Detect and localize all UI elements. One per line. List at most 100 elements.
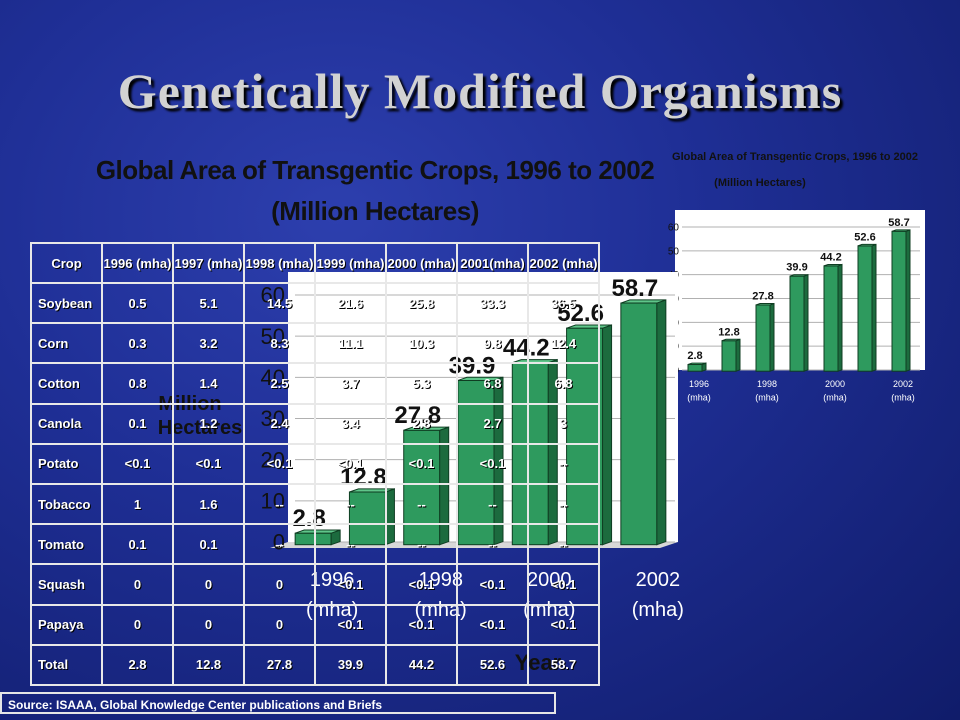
table-cell: <0.1: [527, 563, 600, 606]
table-cell: 0: [172, 603, 245, 646]
table-cell: <0.1: [385, 442, 458, 485]
table-cell: 0: [243, 603, 316, 646]
inset-data-label: 58.7: [888, 217, 909, 229]
inset-x-tick-unit: (mha): [823, 393, 847, 403]
table-cell: 1: [101, 482, 174, 526]
main-bar-side: [602, 324, 613, 546]
table-cell: 2.4: [243, 402, 316, 445]
table-cell: --: [527, 442, 600, 485]
table-cell: <0.1: [314, 603, 387, 646]
table-cell: 1.4: [172, 362, 245, 405]
slide-title: Genetically Modified Organisms: [117, 63, 843, 119]
table-row: Cotton 0.8 1.4 2.5 3.7 5.3 6.8 6.8: [30, 362, 600, 405]
table-row: Corn 0.3 3.2 8.3 11.1 10.3 9.8 12.4: [30, 322, 600, 365]
table-cell: Corn: [30, 322, 103, 365]
table-cell: 3.2: [172, 322, 245, 365]
table-cell: Tobacco: [30, 482, 103, 526]
inset-y-tick-label: 60: [668, 223, 680, 234]
table-header-row: Crop 1996 (mha) 1997 (mha) 1998 (mha) 1999 (…: [30, 242, 600, 284]
table-cell: 14.5: [243, 281, 316, 325]
table-cell: 6.8: [456, 362, 529, 405]
source-note: Source: ISAAA, Global Knowledge Center p…: [0, 692, 556, 714]
main-bar: [620, 302, 658, 546]
table-header-cell: 2002 (mha): [527, 242, 600, 284]
table-header-cell: 1998 (mha): [243, 242, 316, 284]
inset-y-tick-label: 50: [668, 246, 680, 257]
table-cell: 0: [101, 603, 174, 646]
table-cell: 1.6: [172, 482, 245, 526]
inset-bar-top: [721, 338, 741, 342]
table-cell: --: [314, 523, 387, 566]
inset-bar: [823, 265, 839, 372]
inset-bar: [891, 230, 907, 372]
table-row: Total 2.8 12.8 27.8 39.9 44.2 52.6 58.7: [30, 643, 600, 687]
inset-bar-side: [871, 243, 877, 372]
table-cell: 12.8: [172, 643, 245, 687]
table-cell: 27.8: [243, 643, 316, 687]
table-cell: <0.1: [456, 563, 529, 606]
table-row: Tomato 0.1 0.1 -- -- -- -- --: [30, 523, 600, 566]
inset-data-label: 52.6: [854, 231, 875, 243]
table-cell: 36.5: [527, 281, 600, 325]
table-cell: <0.1: [101, 442, 174, 485]
table-cell: 33.3: [456, 281, 529, 325]
table-cell: <0.1: [456, 603, 529, 646]
table-cell: <0.1: [243, 442, 316, 485]
table-cell: --: [243, 482, 316, 526]
chart-title: Global Area of Transgentic Crops, 1996 t…: [95, 155, 655, 185]
table-header-cell: 2001(mha): [456, 242, 529, 284]
table-header-cell: 1999 (mha): [314, 242, 387, 284]
table-cell: 5.1: [172, 281, 245, 325]
table-cell: <0.1: [172, 442, 245, 485]
table-cell: <0.1: [314, 563, 387, 606]
table-cell: 0.3: [101, 322, 174, 365]
inset-bar-side: [837, 263, 843, 372]
table-cell: 0: [172, 563, 245, 606]
table-cell: --: [527, 523, 600, 566]
table-cell: Squash: [30, 563, 103, 606]
inset-x-tick-label: 2000: [825, 379, 845, 389]
table-cell: Cotton: [30, 362, 103, 405]
inset-x-tick-label: 1996: [689, 379, 709, 389]
inset-x-tick-label: 2002: [893, 379, 913, 389]
table-cell: 0.1: [172, 523, 245, 566]
table-cell: <0.1: [385, 603, 458, 646]
table-cell: 0.5: [101, 281, 174, 325]
table-cell: <0.1: [385, 563, 458, 606]
table-cell: 0.1: [101, 523, 174, 566]
inset-data-label: 2.8: [687, 350, 702, 362]
table-cell: 2.7: [456, 402, 529, 445]
table-cell: 12.4: [527, 322, 600, 365]
inset-bar-side: [803, 274, 809, 372]
inset-bar: [857, 245, 873, 372]
table-cell: --: [243, 523, 316, 566]
table-cell: 6.8: [527, 362, 600, 405]
inset-bar-top: [823, 263, 843, 267]
table-cell: 10.3: [385, 322, 458, 365]
main-x-tick-label: 2002: [636, 569, 681, 591]
table-cell: --: [385, 523, 458, 566]
inset-data-label: 39.9: [786, 262, 807, 274]
table-cell: 0: [243, 563, 316, 606]
table-header-cell: 2000 (mha): [385, 242, 458, 284]
table-cell: 58.7: [527, 643, 600, 687]
main-bar-side: [656, 299, 667, 546]
table-cell: 9.8: [456, 322, 529, 365]
table-cell: 5.3: [385, 362, 458, 405]
inset-chart-title: Global Area of Transgentic Crops, 1996 t…: [672, 151, 918, 163]
table-cell: 2.8: [385, 402, 458, 445]
table-cell: --: [314, 482, 387, 526]
inset-bar-side: [905, 229, 911, 372]
table-cell: 2.8: [101, 643, 174, 687]
inset-bar-top: [789, 274, 809, 277]
table-cell: --: [527, 482, 600, 526]
main-bar-top: [620, 299, 667, 304]
table-cell: 52.6: [456, 643, 529, 687]
crop-data-table: Crop 1996 (mha) 1997 (mha) 1998 (mha) 1999 (…: [30, 242, 600, 687]
table-cell: 11.1: [314, 322, 387, 365]
table-cell: --: [456, 523, 529, 566]
table-cell: --: [456, 482, 529, 526]
table-row: Potato <0.1 <0.1 <0.1 <0.1 <0.1 <0.1 --: [30, 442, 600, 485]
main-data-label: 58.7: [611, 275, 658, 302]
inset-x-tick-unit: (mha): [891, 393, 915, 403]
